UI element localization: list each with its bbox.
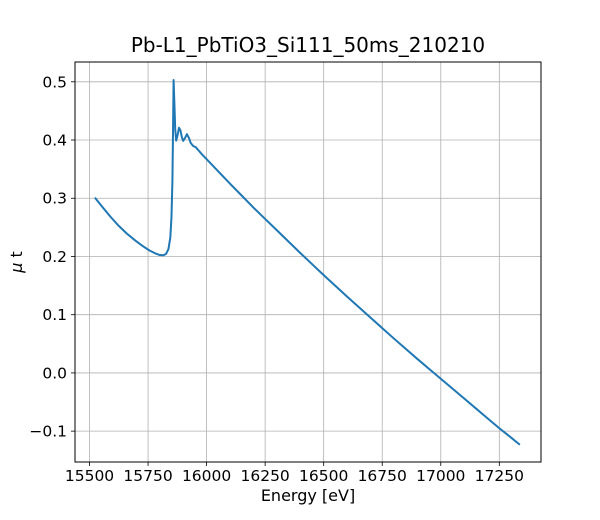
y-tick-label: 0.5	[42, 73, 67, 91]
x-tick-label: 15500	[65, 467, 114, 485]
axis-ticks	[71, 81, 500, 466]
data-line	[94, 79, 521, 446]
plot-spine	[74, 61, 542, 463]
x-tick-label: 16500	[299, 467, 348, 485]
y-axis-label: μ t	[7, 251, 26, 274]
y-tick-label: −0.1	[29, 423, 67, 441]
y-tick-label: 0.3	[42, 190, 67, 208]
x-tick-label: 17250	[475, 467, 524, 485]
y-tick-label: 0.1	[42, 306, 67, 324]
y-tick-label: 0.2	[42, 248, 67, 266]
gridlines	[75, 62, 541, 462]
data-series-layer	[94, 79, 521, 446]
x-tick-label: 15750	[123, 467, 172, 485]
x-tick-label: 17000	[416, 467, 465, 485]
y-tick-label: 0.0	[42, 364, 67, 382]
x-tick-label: 16750	[358, 467, 407, 485]
mu-symbol: μ	[7, 263, 26, 274]
y-axis-label-rest: t	[7, 251, 26, 262]
y-tick-label: 0.4	[42, 132, 67, 150]
tick-labels: 15500 15750 16000 16250 16500 16750 17000 17250…	[29, 73, 524, 485]
x-tick-label: 16000	[182, 467, 231, 485]
x-axis-label: Energy [eV]	[261, 486, 355, 505]
x-tick-label: 16250	[240, 467, 289, 485]
figure-title: Pb-L1_PbTiO3_Si111_50ms_210210	[131, 33, 485, 57]
